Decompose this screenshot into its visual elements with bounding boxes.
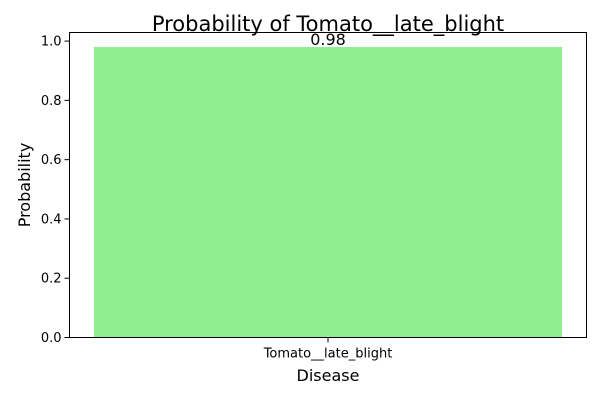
bar-0 [94,47,562,338]
y-tick-label-4: 0.8 [41,94,62,109]
bars-group [94,47,562,338]
y-tick-label-0: 0.0 [41,331,62,346]
y-axis-label: Probability [15,143,34,228]
y-axis-ticks: 0.0 0.2 0.4 0.6 0.8 1.0 [41,35,70,346]
bar-value-label-0: 0.98 [310,30,346,49]
x-axis-label: Disease [297,366,360,385]
x-tick-label-0: Tomato__late_blight [263,347,393,362]
data-labels-group: 0.98 [310,30,346,49]
y-tick-label-1: 0.2 [41,272,62,287]
y-tick-label-3: 0.6 [41,153,62,168]
y-tick-label-2: 0.4 [41,212,62,227]
y-tick-label-5: 1.0 [41,35,62,50]
x-axis-ticks: Tomato__late_blight [263,337,393,362]
